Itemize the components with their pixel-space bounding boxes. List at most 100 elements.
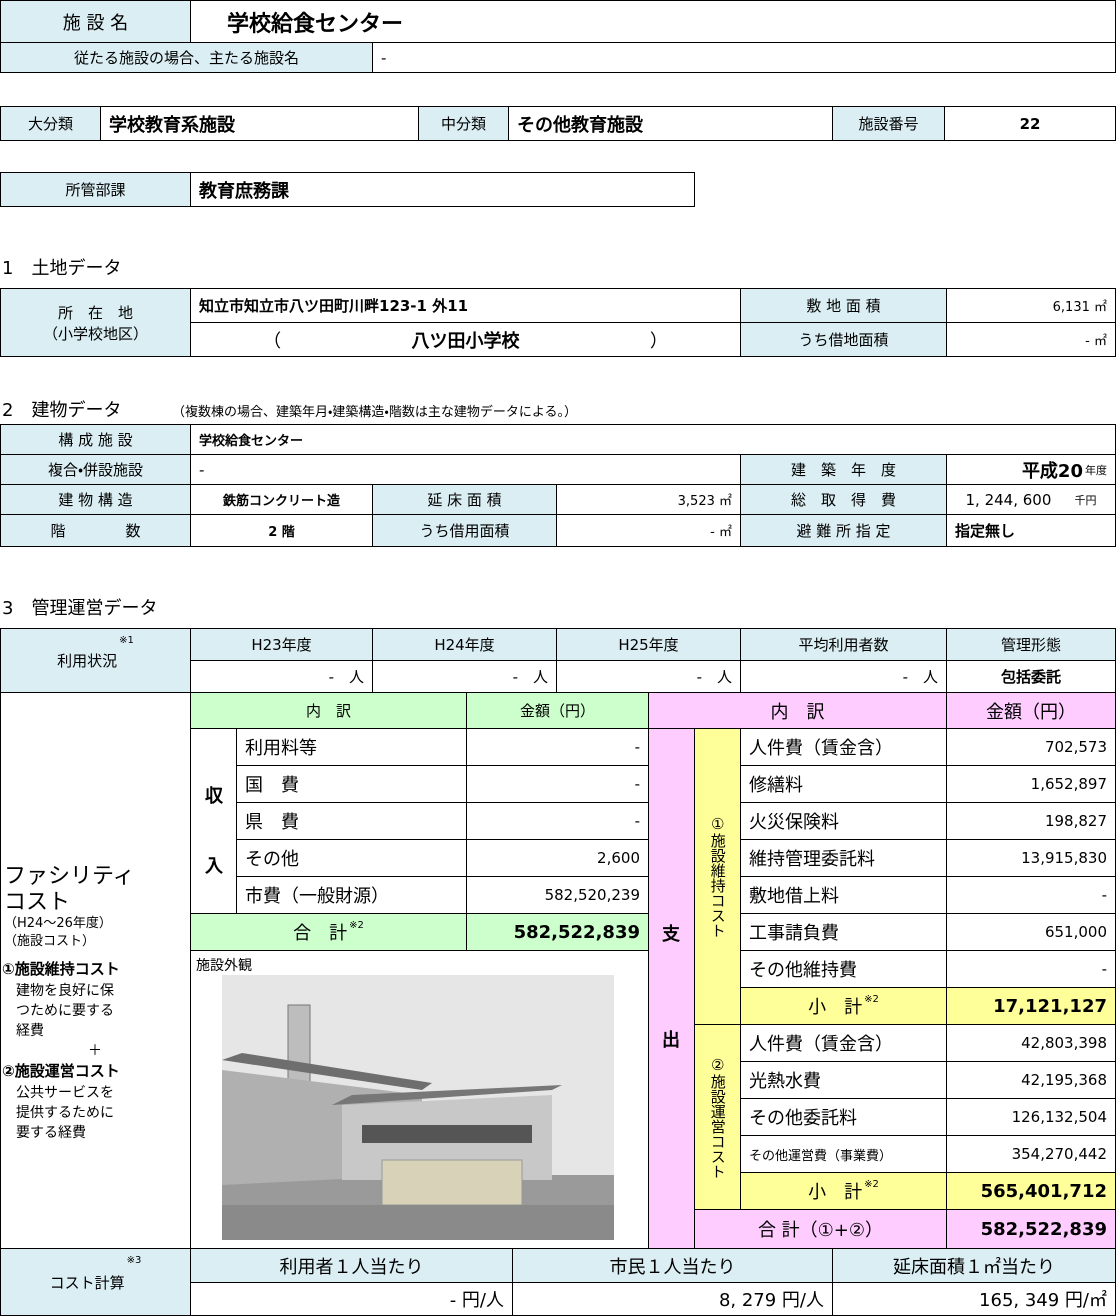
label-cell: 建 物 構 造 [0, 484, 191, 515]
text: ） [649, 330, 668, 352]
facility-photo [222, 975, 614, 1240]
value-cell: その他教育施設 [508, 106, 833, 141]
value-cell: 2,600 [466, 839, 649, 877]
value-cell: 1,652,897 [946, 765, 1116, 803]
value-cell: 国 費 [236, 765, 467, 803]
label-cell: 延 床 面 積 [372, 484, 557, 515]
photo-fence [381, 1159, 523, 1206]
value-cell: 3,523 ㎡ [556, 484, 741, 515]
value-cell: その他維持費 [740, 950, 947, 988]
text: 1 土地データ [2, 258, 122, 279]
value-cell: - [466, 802, 649, 840]
text: 八ツ田小学校 [411, 330, 520, 352]
text: 合 計 [293, 923, 348, 944]
photo-road [222, 1205, 614, 1240]
value-cell: 包括委託 [946, 660, 1116, 693]
value-cell: 合 計 ※2 [190, 913, 467, 951]
text: （H24～26年度） [4, 916, 112, 931]
label-cell: 施設番号 [832, 106, 945, 141]
value-cell: ①施設維持コスト [694, 728, 741, 1025]
value-cell: 人件費（賃金含） [740, 1024, 947, 1062]
text: 利用状況 [57, 652, 118, 670]
box [0, 692, 191, 1249]
value-cell: 42,803,398 [946, 1024, 1116, 1062]
label-cell: 所 在 地 （小学校地区） [0, 288, 191, 357]
text: 建物を良好に保 [16, 983, 114, 999]
text: （複数棟の場合、建築年月・建築構造・階数は主な建物データによる。） [172, 405, 577, 420]
value-cell: 市費（一般財源） [236, 876, 467, 914]
value-cell: - [946, 950, 1116, 988]
label-cell: 構 成 施 設 [0, 424, 191, 455]
value-cell: 582,522,839 [946, 1209, 1116, 1249]
value-cell: その他委託料 [740, 1098, 947, 1136]
text: （ [263, 330, 282, 352]
value-cell: （ 八ツ田小学校 ） [190, 322, 741, 357]
text: 収 [205, 786, 223, 807]
value-cell: 内 訳 [648, 692, 947, 729]
text: コスト [4, 890, 71, 915]
text: 小 計 [808, 1182, 863, 1203]
value-cell: 内 訳 [190, 692, 467, 729]
value-cell: 修繕料 [740, 765, 947, 803]
value-cell: 火災保険料 [740, 802, 947, 840]
label-cell: 利用状況 ※1 [0, 628, 191, 693]
label-cell: 従たる施設の場合、主たる施設名 [0, 42, 373, 73]
value-cell: その他運営費（事業費） [740, 1135, 947, 1173]
text: 年度 [1085, 463, 1107, 477]
text: 3 管理運営データ [2, 598, 158, 619]
text: ①施設維持コスト [2, 960, 120, 978]
photo-windows [362, 1125, 532, 1143]
box [648, 728, 695, 1249]
label-cell: うち借用面積 [372, 514, 557, 547]
value-cell: 165, 349 円/㎡ [832, 1282, 1116, 1316]
value-cell: 金額（円） [466, 692, 649, 729]
value-cell: 教育庶務課 [190, 172, 695, 207]
value-cell: - 人 [556, 660, 741, 693]
label-cell: 敷 地 面 積 [740, 288, 947, 323]
text: ②施設運営コスト [2, 1062, 120, 1080]
value-cell: - ㎡ [556, 514, 741, 547]
value-cell: - [190, 454, 741, 485]
value-cell: 学校給食センター [190, 0, 1116, 43]
value-cell: - 人 [190, 660, 373, 693]
value-cell: 42,195,368 [946, 1061, 1116, 1099]
value-cell: 2 階 [190, 514, 373, 547]
value-cell: 指定無し [946, 514, 1116, 547]
value-cell: ②施設運営コスト [694, 1024, 741, 1210]
value-cell: 平成20 年度 [946, 454, 1116, 485]
label-cell: 管理形態 [946, 628, 1116, 661]
value-cell: 利用料等 [236, 728, 467, 766]
photo-roof [222, 1053, 432, 1090]
value-cell: 小 計 ※2 [740, 1172, 947, 1210]
text: 入 [205, 856, 223, 877]
value-cell: 565,401,712 [946, 1172, 1116, 1210]
text: （小学校地区） [42, 324, 148, 343]
value-cell: 198,827 [946, 802, 1116, 840]
label-cell: H25年度 [556, 628, 741, 661]
value-cell: 22 [944, 106, 1116, 141]
value-cell: 6,131 ㎡ [946, 288, 1116, 323]
value-cell: 学校給食センター [190, 424, 1116, 455]
text: 要する経費 [16, 1125, 86, 1141]
label-cell: 平均利用者数 [740, 628, 947, 661]
value-cell: - [946, 876, 1116, 914]
value-cell: 知立市知立市八ツ田町川畔123-1 外11 [190, 288, 741, 323]
value-cell: - ㎡ [946, 322, 1116, 357]
label-cell: 建 築 年 度 [740, 454, 947, 485]
value-cell: 354,270,442 [946, 1135, 1116, 1173]
label-cell: 利用者１人当たり [190, 1248, 513, 1283]
label-cell: 所管部課 [0, 172, 191, 207]
value-cell: 126,132,504 [946, 1098, 1116, 1136]
value-cell: - [466, 765, 649, 803]
text: 経費 [16, 1023, 44, 1039]
photo-roof2 [332, 1085, 562, 1105]
value-cell: 県 費 [236, 802, 467, 840]
text: 出 [662, 1030, 680, 1051]
text: 2 建物データ [2, 400, 122, 421]
text: 1, 244, 600 [965, 490, 1052, 509]
value-cell: 651,000 [946, 913, 1116, 951]
label-cell: H23年度 [190, 628, 373, 661]
value-cell: 582,522,839 [466, 913, 649, 951]
value-cell: 維持管理委託料 [740, 839, 947, 877]
value-cell: 学校教育系施設 [100, 106, 419, 141]
